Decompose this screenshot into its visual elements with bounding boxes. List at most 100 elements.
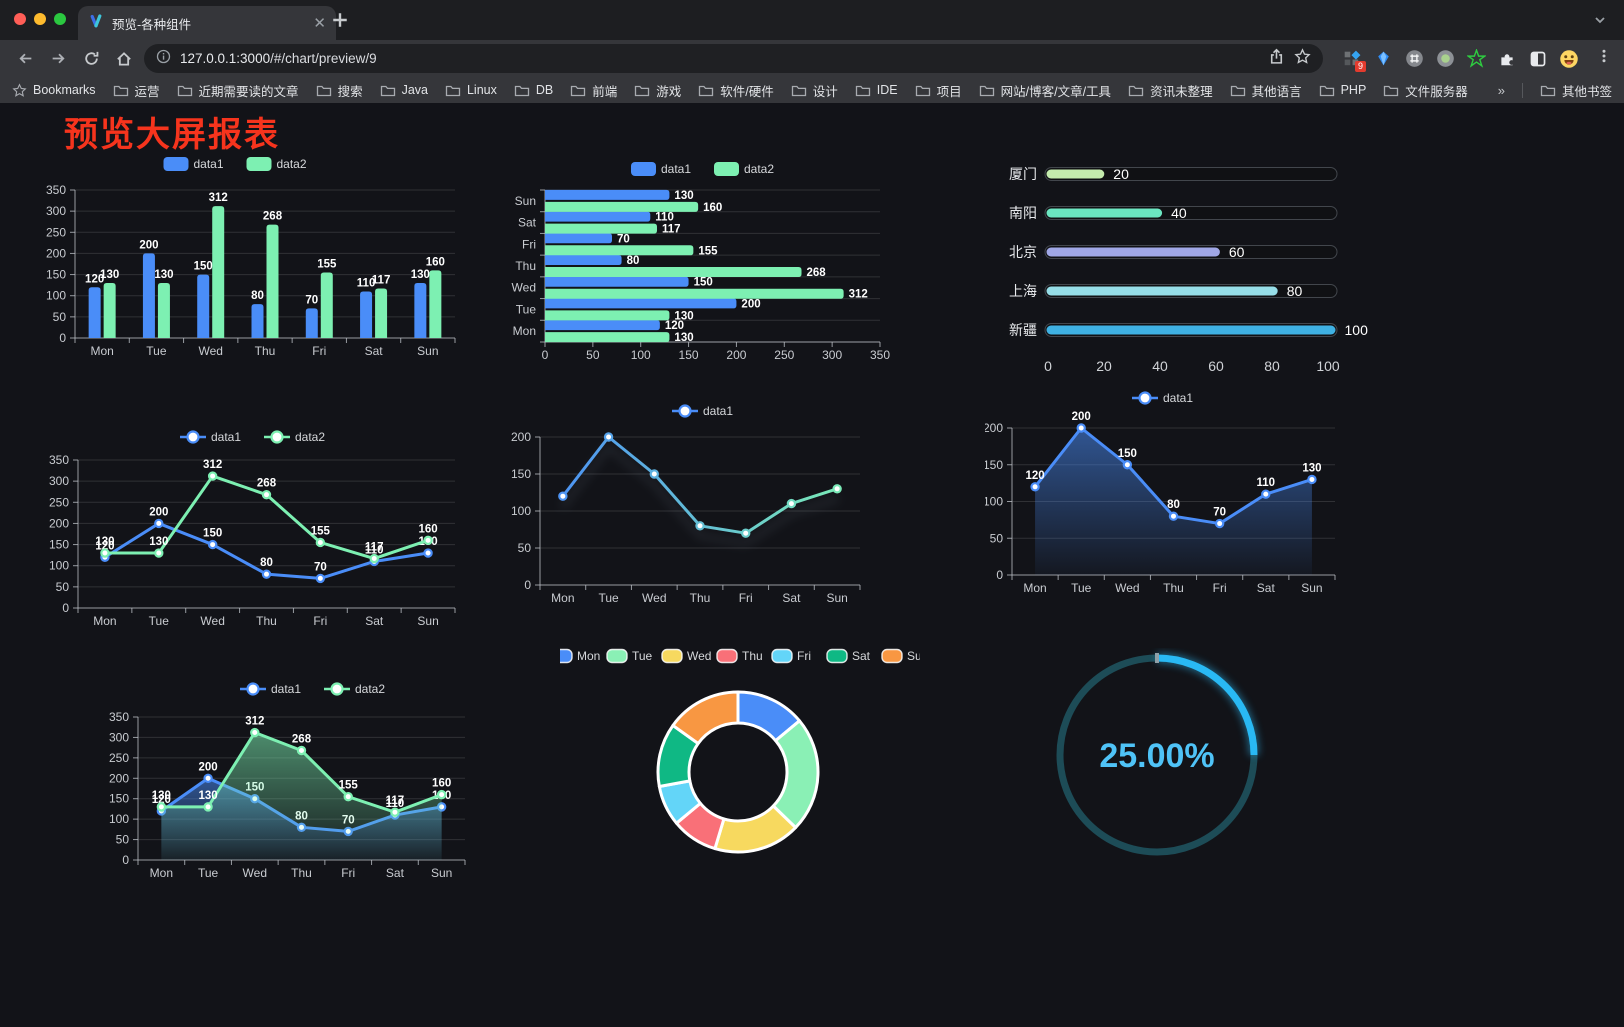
chart-line-multi[interactable]: data1 data2 0 50 100 150 200 250 300 350 Mon Tue Wed… bbox=[45, 425, 465, 643]
legend-item[interactable]: data2 bbox=[264, 430, 325, 444]
legend-item[interactable]: data2 bbox=[246, 157, 307, 171]
data-point[interactable] bbox=[1168, 511, 1179, 521]
data-point[interactable] bbox=[154, 518, 164, 529]
extension-star-icon[interactable] bbox=[1466, 49, 1486, 69]
data-point[interactable] bbox=[390, 807, 400, 817]
data-point[interactable] bbox=[154, 548, 164, 558]
data-point[interactable] bbox=[1076, 423, 1086, 433]
data-point[interactable] bbox=[1122, 460, 1133, 470]
extensions-puzzle-icon[interactable] bbox=[1497, 49, 1517, 69]
line-series-data2[interactable]: 130 130 312 268 155 117 160 bbox=[152, 716, 451, 860]
chart-line-area-multi[interactable]: data1 data2 0 50 100 150 200 250 300 350 Mon Tue Wed… bbox=[105, 680, 525, 898]
data-point[interactable] bbox=[1030, 482, 1040, 492]
home-icon[interactable] bbox=[111, 46, 137, 72]
bookmark-item[interactable]: DB bbox=[514, 83, 553, 97]
extension-gem-icon[interactable] bbox=[1373, 49, 1393, 69]
data-point[interactable] bbox=[100, 548, 110, 558]
bar-series-data2[interactable]: 130 130 312 268 155 117 160 bbox=[100, 192, 445, 338]
bookmark-item[interactable]: Java bbox=[380, 83, 428, 97]
chart-progress-bars[interactable]: 厦门 20 南阳 40 北京 60 上海 80 新疆 100 0 20 40 60 80 100 bbox=[1005, 160, 1377, 385]
legend-item[interactable]: data1 bbox=[180, 430, 241, 444]
url-text[interactable]: 127.0.0.1:3000/#/chart/preview/9 bbox=[180, 51, 377, 66]
data-point[interactable] bbox=[315, 537, 326, 548]
progress-row[interactable]: 南阳 40 bbox=[1009, 205, 1338, 221]
data-point[interactable] bbox=[203, 773, 213, 783]
data-point[interactable] bbox=[423, 535, 433, 546]
data-point[interactable] bbox=[369, 553, 379, 564]
chart-line-gradient[interactable]: data1 0 50 100 150 200 Mon Tue Wed Thu Fri Sat Sun bbox=[505, 400, 905, 618]
bookmark-item[interactable]: PHP bbox=[1319, 83, 1366, 97]
data-point[interactable] bbox=[1307, 474, 1317, 485]
data-point[interactable] bbox=[261, 569, 272, 579]
chart-gauge[interactable]: 25.00% bbox=[1040, 648, 1280, 866]
bookmark-star-icon[interactable] bbox=[1294, 47, 1311, 70]
data-point[interactable] bbox=[649, 469, 659, 479]
bookmarks-overflow-chevron[interactable]: » bbox=[1497, 82, 1505, 98]
emoji-extension-icon[interactable] bbox=[1559, 49, 1579, 69]
new-tab-button[interactable] bbox=[328, 8, 352, 37]
data-point[interactable] bbox=[741, 528, 751, 538]
bar-series-data2[interactable]: 130 130 312 268 155 117 160 bbox=[545, 201, 868, 344]
data-point[interactable] bbox=[436, 789, 447, 800]
data-point[interactable] bbox=[786, 498, 797, 509]
legend-item[interactable]: Tue bbox=[606, 648, 653, 664]
chart-bar-horizontal[interactable]: data1 data2 Mon Tue Wed Thu Fri Sat Sun 0 50 100 150… bbox=[505, 153, 905, 373]
legend-item[interactable]: Sat bbox=[826, 648, 871, 664]
bookmark-item[interactable]: 项目 bbox=[915, 81, 962, 100]
bookmark-item[interactable]: 设计 bbox=[791, 81, 838, 100]
close-window-button[interactable] bbox=[14, 13, 26, 25]
tab-close-icon[interactable]: ✕ bbox=[313, 14, 326, 32]
legend-item[interactable]: Thu bbox=[716, 648, 763, 664]
legend-item[interactable]: data1 bbox=[631, 162, 691, 176]
legend-item[interactable]: data1 bbox=[1132, 391, 1193, 405]
browser-tab[interactable]: 预览-各种组件 ✕ bbox=[78, 6, 336, 40]
legend-item[interactable]: data1 bbox=[240, 682, 301, 696]
data-point[interactable] bbox=[203, 802, 213, 812]
pie-slice-Sun[interactable] bbox=[671, 690, 740, 745]
data-point[interactable] bbox=[250, 727, 260, 738]
forward-icon[interactable] bbox=[45, 46, 71, 72]
bookmark-item[interactable]: 前端 bbox=[570, 81, 617, 100]
split-screen-icon[interactable] bbox=[1528, 49, 1548, 69]
data-point[interactable] bbox=[207, 471, 218, 481]
data-point[interactable] bbox=[603, 432, 614, 442]
legend-item[interactable]: data1 bbox=[672, 404, 733, 418]
bookmark-item[interactable]: 网站/博客/文章/工具 bbox=[979, 81, 1111, 100]
minimize-window-button[interactable] bbox=[34, 13, 46, 25]
share-icon[interactable] bbox=[1268, 48, 1285, 70]
chart-bar-grouped[interactable]: data1 data2 0 50 100 150 200 250 300 350 Mon Tue Wed… bbox=[40, 150, 465, 372]
progress-row[interactable]: 上海 80 bbox=[1009, 283, 1338, 299]
line-series-data1[interactable]: 120 200 150 80 70 110 130 bbox=[1025, 411, 1322, 575]
menu-icon[interactable] bbox=[1596, 48, 1612, 69]
bookmark-item[interactable]: Linux bbox=[445, 83, 497, 97]
bookmark-item[interactable]: IDE bbox=[855, 83, 898, 97]
chart-donut[interactable]: Mon Tue Wed Thu Fri Sat Sun bbox=[560, 648, 920, 873]
site-info-icon[interactable] bbox=[156, 49, 171, 69]
extension-grid-icon[interactable]: 9 bbox=[1342, 49, 1366, 72]
legend-item[interactable]: data2 bbox=[324, 682, 385, 696]
legend-item[interactable]: data2 bbox=[714, 162, 774, 176]
other-bookmarks[interactable]: 其他书签 bbox=[1540, 81, 1612, 100]
bookmark-item[interactable]: 资讯未整理 bbox=[1128, 81, 1213, 100]
bookmarks-manager[interactable]: Bookmarks bbox=[12, 82, 96, 98]
legend-item[interactable]: Sun bbox=[881, 648, 920, 664]
legend-item[interactable]: Mon bbox=[560, 648, 600, 664]
line-series-data2[interactable]: 130 130 312 268 155 117 160 bbox=[95, 459, 438, 564]
line-series-data1[interactable] bbox=[558, 432, 842, 538]
extension-dot-icon[interactable] bbox=[1435, 49, 1455, 69]
progress-row[interactable]: 北京 60 bbox=[1009, 244, 1338, 260]
data-point[interactable] bbox=[1261, 489, 1271, 499]
back-icon[interactable] bbox=[12, 46, 38, 72]
chart-line-area[interactable]: data1 0 50 100 150 200 Mon Tue Wed Thu Fri Sat Sun 12… bbox=[985, 390, 1345, 608]
bookmark-item[interactable]: 游戏 bbox=[634, 81, 681, 100]
data-point[interactable] bbox=[343, 791, 353, 802]
data-point[interactable] bbox=[296, 745, 307, 756]
data-point[interactable] bbox=[832, 484, 842, 494]
bookmark-item[interactable]: 文件服务器 bbox=[1383, 81, 1468, 100]
legend-item[interactable]: Wed bbox=[661, 648, 711, 664]
data-point[interactable] bbox=[423, 548, 433, 558]
data-point[interactable] bbox=[261, 489, 272, 500]
bookmark-item[interactable]: 近期需要读的文章 bbox=[177, 81, 299, 100]
progress-row[interactable]: 厦门 20 bbox=[1009, 166, 1338, 182]
